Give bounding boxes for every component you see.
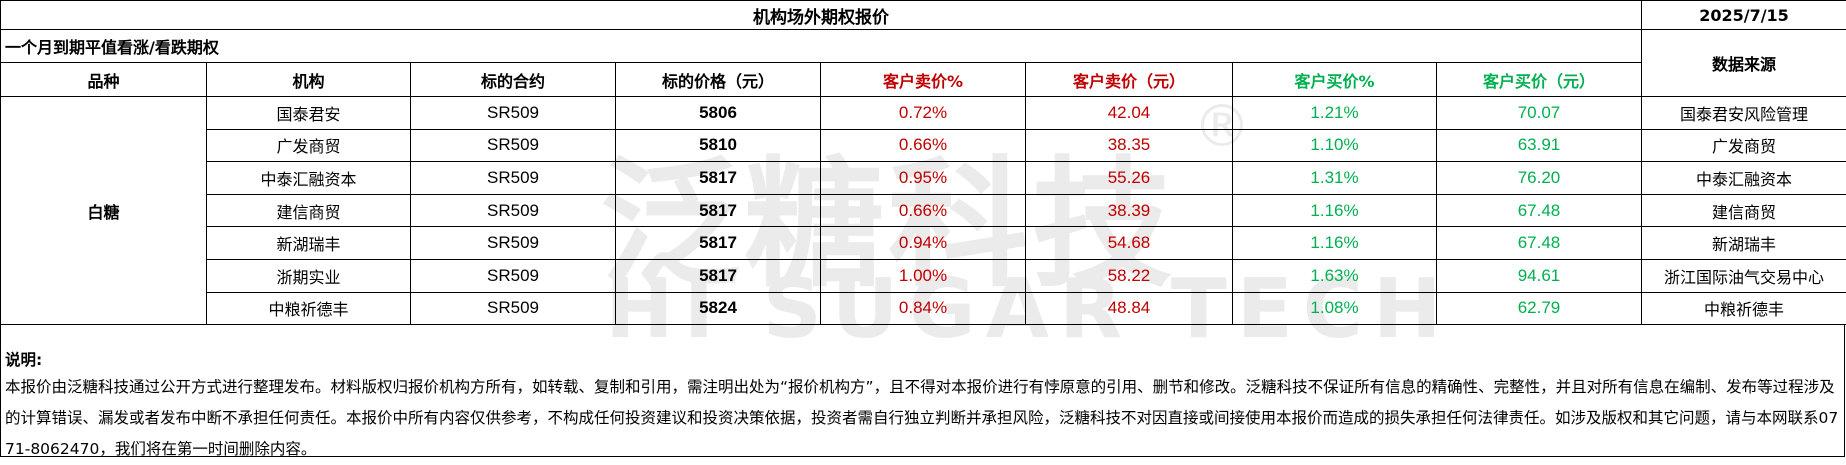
- cell-buy: 67.48: [1437, 227, 1642, 260]
- cell-institution: 国泰君安: [207, 97, 411, 130]
- header-variety: 品种: [1, 63, 207, 97]
- cell-buy: 63.91: [1437, 129, 1642, 162]
- cell-source: 中粮祈德丰: [1642, 292, 1846, 325]
- cell-price: 5817: [616, 227, 821, 260]
- cell-buy: 70.07: [1437, 97, 1642, 130]
- cell-buy: 67.48: [1437, 194, 1642, 227]
- cell-sell-pct: 0.66%: [821, 194, 1026, 227]
- header-sell-pct: 客户卖价%: [821, 63, 1026, 97]
- cell-sell-pct: 0.94%: [821, 227, 1026, 260]
- cell-source: 国泰君安风险管理: [1642, 97, 1846, 130]
- cell-sell-pct: 0.66%: [821, 129, 1026, 162]
- cell-institution: 浙期实业: [207, 259, 411, 292]
- cell-buy-pct: 1.08%: [1233, 292, 1437, 325]
- cell-contract: SR509: [411, 227, 616, 260]
- cell-price: 5817: [616, 194, 821, 227]
- quote-table: 机构场外期权报价 2025/7/15 一个月到期平值看涨/看跌期权 数据来源 品…: [0, 0, 1846, 325]
- cell-sell: 42.04: [1026, 97, 1233, 130]
- cell-sell-pct: 0.95%: [821, 162, 1026, 195]
- cell-source: 中泰汇融资本: [1642, 162, 1846, 195]
- header-source: 数据来源: [1642, 30, 1846, 97]
- cell-sell-pct: 0.72%: [821, 97, 1026, 130]
- table-title: 机构场外期权报价: [1, 1, 1642, 30]
- cell-sell: 48.84: [1026, 292, 1233, 325]
- quote-date: 2025/7/15: [1642, 1, 1846, 30]
- cell-sell: 54.68: [1026, 227, 1233, 260]
- header-sell: 客户卖价（元）: [1026, 63, 1233, 97]
- cell-source: 建信商贸: [1642, 194, 1846, 227]
- cell-source: 浙江国际油气交易中心: [1642, 259, 1846, 292]
- cell-contract: SR509: [411, 162, 616, 195]
- cell-contract: SR509: [411, 194, 616, 227]
- cell-price: 5817: [616, 162, 821, 195]
- disclaimer-text: 本报价由泛糖科技通过公开方式进行整理发布。材料版权归报价机构方所有，如转载、复制…: [5, 362, 1843, 465]
- cell-sell-pct: 0.84%: [821, 292, 1026, 325]
- table-subtitle: 一个月到期平值看涨/看跌期权: [1, 30, 1642, 63]
- cell-sell: 58.22: [1026, 259, 1233, 292]
- cell-contract: SR509: [411, 259, 616, 292]
- cell-buy-pct: 1.10%: [1233, 129, 1437, 162]
- cell-buy-pct: 1.31%: [1233, 162, 1437, 195]
- cell-source: 新湖瑞丰: [1642, 227, 1846, 260]
- cell-price: 5824: [616, 292, 821, 325]
- cell-sell-pct: 1.00%: [821, 259, 1026, 292]
- header-institution: 机构: [207, 63, 411, 97]
- cell-contract: SR509: [411, 129, 616, 162]
- cell-buy-pct: 1.63%: [1233, 259, 1437, 292]
- cell-buy: 94.61: [1437, 259, 1642, 292]
- cell-price: 5810: [616, 129, 821, 162]
- cell-buy: 62.79: [1437, 292, 1642, 325]
- variety-cell: 白糖: [1, 97, 207, 325]
- cell-buy-pct: 1.16%: [1233, 227, 1437, 260]
- header-buy-pct: 客户买价%: [1233, 63, 1437, 97]
- cell-institution: 建信商贸: [207, 194, 411, 227]
- disclaimer: 说明: 本报价由泛糖科技通过公开方式进行整理发布。材料版权归报价机构方所有，如转…: [0, 324, 1845, 457]
- cell-contract: SR509: [411, 292, 616, 325]
- cell-price: 5817: [616, 259, 821, 292]
- cell-contract: SR509: [411, 97, 616, 130]
- header-buy: 客户买价（元）: [1437, 63, 1642, 97]
- cell-institution: 广发商贸: [207, 129, 411, 162]
- cell-institution: 中粮祈德丰: [207, 292, 411, 325]
- cell-price: 5806: [616, 97, 821, 130]
- cell-institution: 新湖瑞丰: [207, 227, 411, 260]
- header-contract: 标的合约: [411, 63, 616, 97]
- cell-source: 广发商贸: [1642, 129, 1846, 162]
- cell-sell: 38.35: [1026, 129, 1233, 162]
- cell-sell: 38.39: [1026, 194, 1233, 227]
- cell-buy-pct: 1.16%: [1233, 194, 1437, 227]
- cell-sell: 55.26: [1026, 162, 1233, 195]
- cell-buy-pct: 1.21%: [1233, 97, 1437, 130]
- cell-institution: 中泰汇融资本: [207, 162, 411, 195]
- header-price: 标的价格（元）: [616, 63, 821, 97]
- cell-buy: 76.20: [1437, 162, 1642, 195]
